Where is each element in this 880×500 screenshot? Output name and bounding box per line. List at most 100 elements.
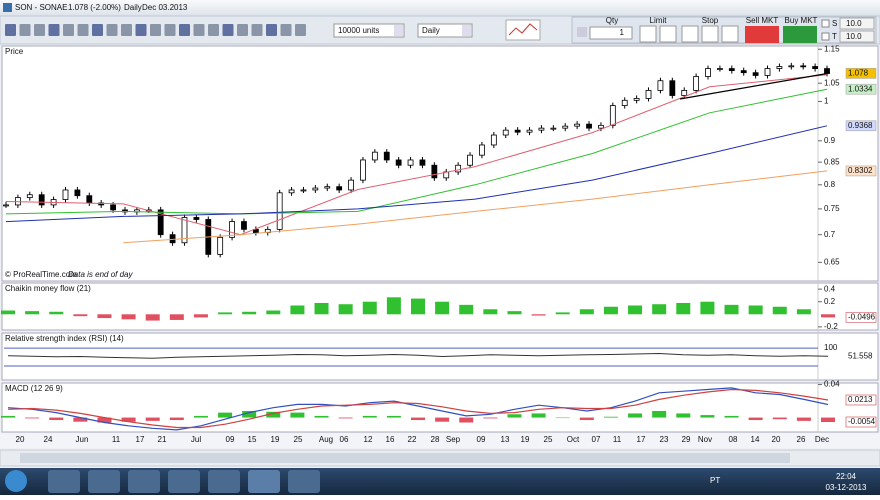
candle (800, 65, 807, 68)
tool-icon[interactable] (164, 24, 176, 36)
task-app[interactable] (288, 470, 320, 493)
trend-button[interactable] (505, 19, 541, 41)
stop-buy[interactable] (681, 25, 699, 43)
task-app[interactable] (48, 470, 80, 493)
tool-icon[interactable] (5, 24, 16, 36)
tool-icon[interactable] (193, 24, 205, 36)
clock-date: 03-12-2013 (826, 483, 867, 492)
tool-icon[interactable] (251, 24, 263, 36)
candle (312, 187, 319, 191)
macd-histogram (266, 411, 281, 418)
cmf-bar (531, 314, 546, 316)
candle (609, 105, 616, 126)
macd-histogram (193, 415, 208, 418)
candle (288, 189, 295, 194)
title-bar (0, 0, 880, 16)
candle (717, 68, 723, 70)
start-button[interactable] (5, 470, 27, 492)
stop-other[interactable] (721, 25, 739, 43)
candle (562, 125, 569, 129)
tool-icon[interactable] (106, 24, 118, 36)
price-readout-bg (845, 68, 877, 79)
macd-histogram (772, 417, 787, 420)
limit-buy[interactable] (639, 25, 657, 43)
tool-icon[interactable] (19, 24, 31, 36)
signal-line (7, 388, 829, 429)
macd-histogram (290, 412, 305, 418)
t-value: 10.0 (846, 32, 862, 41)
candle (657, 80, 664, 91)
period-dropdown[interactable] (417, 23, 473, 38)
task-app[interactable] (88, 470, 120, 493)
candle (490, 134, 497, 146)
tool-icon[interactable] (222, 24, 234, 36)
limit-label: Limit (650, 16, 668, 25)
s-input[interactable] (839, 17, 875, 30)
t-checkbox[interactable] (821, 32, 830, 41)
moving-average (123, 170, 828, 244)
scroll-thumb[interactable] (20, 453, 790, 463)
tool-icon[interactable] (121, 24, 132, 36)
buy-button[interactable] (783, 26, 817, 43)
cmf-bar (459, 304, 474, 315)
task-app[interactable] (128, 470, 160, 493)
date: Dec 03.2013 (142, 3, 188, 12)
x-tick-label: 17 (136, 435, 145, 444)
tool-icon[interactable] (295, 24, 306, 36)
tool-icon[interactable] (237, 24, 248, 36)
macd-histogram (145, 417, 160, 421)
price-readout-bg (845, 83, 877, 95)
tool-icon[interactable] (48, 24, 60, 36)
macd-histogram (796, 417, 811, 421)
wrench-icon[interactable] (577, 27, 587, 37)
rsi-readout: 51.558 (848, 351, 873, 360)
y-tick-label: 0.65 (824, 257, 840, 266)
tool-icon[interactable] (63, 24, 74, 36)
macd-histogram (483, 417, 498, 419)
t-label: T (832, 32, 837, 41)
qty-input[interactable] (589, 26, 633, 40)
cmf-bar (628, 305, 643, 315)
task-app[interactable] (168, 470, 200, 493)
units: 10000 units (338, 26, 379, 35)
candle (62, 189, 69, 200)
sell-button[interactable] (745, 26, 779, 43)
x-tick-label: Oct (567, 435, 580, 444)
s-checkbox[interactable] (821, 19, 830, 28)
candle (514, 129, 521, 133)
macd-histogram (49, 417, 64, 421)
candle (431, 164, 438, 179)
units-dropdown[interactable] (333, 23, 405, 38)
candle (752, 72, 759, 76)
tool-icon[interactable] (150, 24, 161, 36)
candle (728, 68, 735, 72)
task-app[interactable] (208, 470, 240, 493)
dropdown-arrow (394, 25, 403, 36)
tool-icon[interactable] (77, 24, 89, 36)
candle (693, 76, 700, 91)
limit-sell[interactable] (659, 25, 677, 43)
x-tick-label: 11 (613, 435, 622, 444)
cmf-bar (507, 311, 522, 315)
candle (336, 186, 343, 191)
tool-icon[interactable] (280, 24, 292, 36)
tool-icon[interactable] (208, 24, 219, 36)
tool-icon[interactable] (179, 24, 190, 36)
tool-icon[interactable] (92, 24, 103, 36)
x-tick-label: 23 (660, 435, 669, 444)
tool-icon[interactable] (135, 24, 147, 36)
x-tick-label: Jul (191, 435, 201, 444)
macd-histogram (700, 415, 715, 418)
t-input[interactable] (839, 30, 875, 43)
price-readout: 1.078 (848, 68, 869, 77)
macd-histogram (218, 412, 233, 418)
x-tick-label: 21 (158, 435, 167, 444)
price-readout: 0.8302 (848, 166, 873, 175)
candle (193, 217, 200, 220)
tool-icon[interactable] (34, 24, 45, 36)
task-app[interactable] (248, 470, 280, 493)
x-tick-label: 14 (751, 435, 760, 444)
tool-icon[interactable] (266, 24, 277, 36)
stop-sell[interactable] (701, 25, 719, 43)
